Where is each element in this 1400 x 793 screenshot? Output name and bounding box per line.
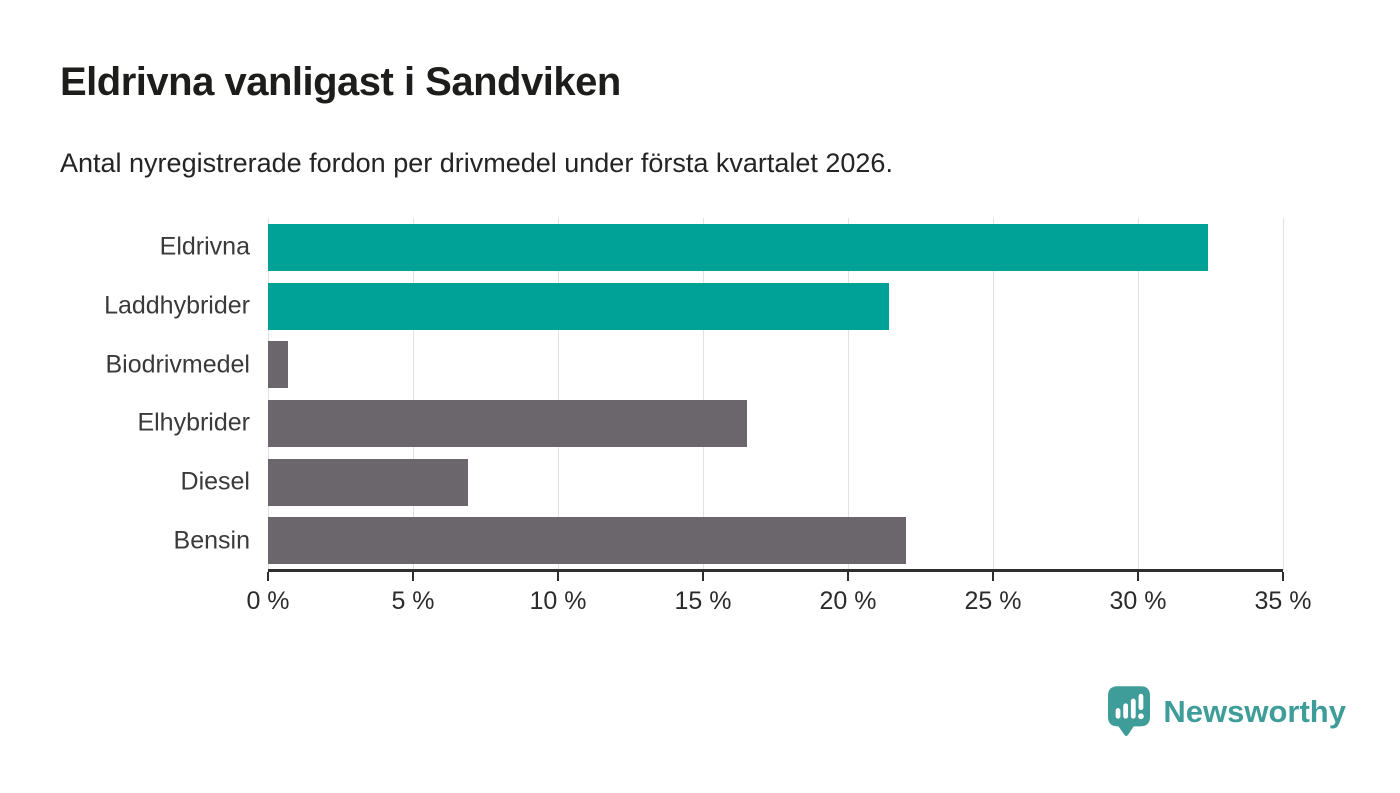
- chart-title: Eldrivna vanligast i Sandviken: [60, 60, 621, 104]
- x-axis: 0 % 5 % 10 % 15 % 20 % 25 % 30 % 35 %: [246, 569, 1311, 629]
- x-axis-tick-label: 15 %: [674, 587, 732, 615]
- newsworthy-pin-barchart-icon: [1108, 686, 1151, 737]
- gridline: [413, 218, 414, 570]
- x-axis-tick-label: 25 %: [964, 587, 1022, 615]
- brand-name: Newsworthy: [1163, 694, 1346, 729]
- x-axis-tick-label: 0 %: [246, 587, 290, 615]
- bar-diesel: [268, 458, 469, 506]
- y-axis-category-labels: Eldrivna Laddhybrider Biodrivmedel Elhybrid…: [0, 218, 250, 570]
- category-label: Bensin: [173, 526, 250, 555]
- category-label: Biodrivmedel: [105, 350, 250, 379]
- bar-bensin: [268, 517, 906, 565]
- x-axis-tick: [702, 572, 704, 581]
- gridline: [993, 218, 994, 570]
- bar-laddhybrider: [268, 282, 889, 330]
- gridline: [703, 218, 704, 570]
- category-label: Elhybrider: [137, 408, 250, 437]
- x-axis-tick-label: 30 %: [1109, 587, 1167, 615]
- brand-footer: Newsworthy: [1108, 686, 1346, 738]
- bar-eldrivna: [268, 223, 1208, 271]
- x-axis-tick: [992, 572, 994, 581]
- x-axis-line: [268, 569, 1283, 572]
- gridline: [848, 218, 849, 570]
- category-label: Eldrivna: [159, 232, 250, 261]
- x-axis-tick-label: 20 %: [819, 587, 877, 615]
- gridline: [1283, 218, 1284, 570]
- x-axis-tick-label: 10 %: [529, 587, 587, 615]
- x-axis-tick: [556, 572, 559, 581]
- chart-subtitle: Antal nyregistrerade fordon per drivmede…: [60, 148, 893, 178]
- x-axis-tick: [411, 572, 414, 581]
- x-axis-tick: [267, 572, 269, 581]
- x-axis-tick: [846, 572, 849, 581]
- gridline: [268, 218, 269, 570]
- category-label: Diesel: [180, 467, 250, 496]
- bar-elhybrider: [268, 399, 747, 447]
- category-label: Laddhybrider: [104, 291, 250, 320]
- gridline: [558, 218, 559, 570]
- bar-biodrivmedel: [268, 341, 289, 389]
- gridline: [1138, 218, 1139, 570]
- bar-chart-plot-area: [268, 218, 1284, 570]
- x-axis-tick: [1137, 572, 1139, 581]
- x-axis-tick-label: 35 %: [1254, 587, 1312, 615]
- x-axis-tick: [1282, 572, 1284, 581]
- x-axis-tick-label: 5 %: [391, 587, 435, 615]
